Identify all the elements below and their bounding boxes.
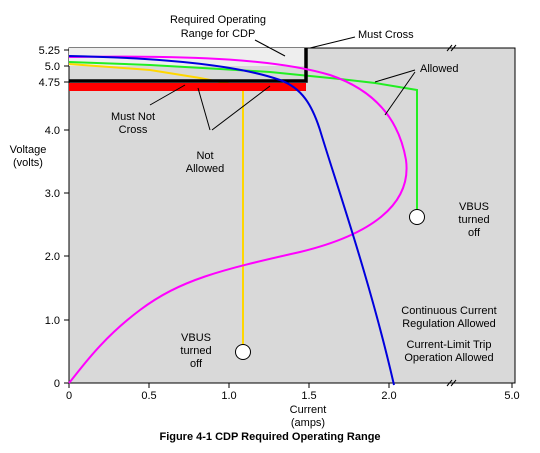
x-tick-label: 0.5	[141, 390, 156, 402]
vbus-right-line2: turned	[458, 214, 489, 226]
y-tick-label: 2.0	[45, 251, 60, 263]
x-axis-ticks	[68, 383, 513, 388]
continuous-line1: Continuous Current	[401, 305, 496, 317]
x-axis-title-line1: Current	[290, 404, 327, 416]
x-tick-label: 2.0	[381, 390, 396, 402]
x-tick-label: 0	[66, 390, 72, 402]
vbus-off-marker-left	[235, 344, 251, 360]
trip-line1: Current-Limit Trip	[407, 339, 492, 351]
required-operating-line	[69, 48, 308, 83]
y-tick-label: 0	[54, 378, 60, 390]
leader-lines	[149, 36, 416, 131]
x-tick-label: 5.0	[504, 390, 519, 402]
x-axis-title-line2: (amps)	[291, 417, 325, 429]
vbus-off-marker-right	[409, 209, 425, 225]
required-label-line2: Range for CDP	[181, 28, 256, 40]
vbus-left-line1: VBUS	[181, 332, 211, 344]
x-tick-labels: 0 0.5 1.0 1.5 2.0 5.0	[66, 390, 520, 402]
y-tick-label: 4.75	[39, 77, 60, 89]
x-tick-label: 1.5	[301, 390, 316, 402]
vbus-right-line3: off	[468, 227, 481, 239]
must-not-cross-line1: Must Not	[111, 111, 155, 123]
y-axis-ticks	[64, 49, 69, 384]
blue-curve	[68, 55, 395, 386]
x-tick-label: 1.0	[221, 390, 236, 402]
green-curve	[68, 61, 418, 212]
y-tick-label: 3.0	[45, 188, 60, 200]
figure-caption: Figure 4-1 CDP Required Operating Range	[159, 431, 380, 443]
y-tick-label: 4.0	[45, 125, 60, 137]
axis-break-bottom	[446, 379, 457, 387]
vbus-left-line3: off	[190, 358, 203, 370]
y-axis-title-line2: (volts)	[13, 157, 43, 169]
vbus-left-line2: turned	[180, 345, 211, 357]
not-allowed-line2: Allowed	[186, 163, 225, 175]
y-tick-label: 5.25	[39, 45, 60, 57]
allowed-label: Allowed	[420, 63, 459, 75]
y-axis-title-line1: Voltage	[10, 144, 47, 156]
y-tick-labels: 5.25 5.0 4.75 4.0 3.0 2.0 1.0 0	[39, 45, 60, 390]
must-not-cross-line2: Cross	[119, 124, 148, 136]
must-cross-label: Must Cross	[358, 29, 414, 41]
vbus-right-line1: VBUS	[459, 201, 489, 213]
trip-line2: Operation Allowed	[404, 352, 493, 364]
plot-area	[68, 47, 516, 384]
y-axis-title: Voltage (volts)	[10, 144, 47, 169]
x-axis-title: Current (amps)	[290, 404, 327, 429]
y-tick-label: 5.0	[45, 61, 60, 73]
annotations: Required Operating Range for CDP Must Cr…	[111, 14, 497, 370]
axis-break-top	[446, 44, 457, 52]
not-allowed-line1: Not	[196, 150, 213, 162]
continuous-line2: Regulation Allowed	[402, 318, 496, 330]
must-not-cross-band	[69, 83, 306, 91]
required-label-line1: Required Operating	[170, 14, 266, 26]
magenta-curve	[68, 55, 408, 384]
y-tick-label: 1.0	[45, 315, 60, 327]
